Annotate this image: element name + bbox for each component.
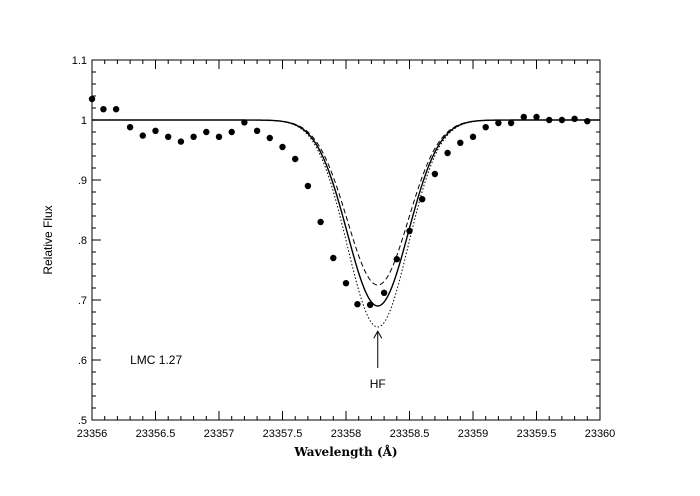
annotations: LMC 1.27 HF <box>130 330 386 391</box>
data-point <box>507 119 515 127</box>
data-point <box>366 301 374 308</box>
object-label: LMC 1.27 <box>130 353 182 367</box>
x-tick-label: 23359.5 <box>517 428 557 440</box>
data-point <box>152 127 159 134</box>
data-point <box>457 139 464 146</box>
data-point <box>241 119 248 126</box>
data-point <box>584 118 591 125</box>
data-point <box>228 128 235 136</box>
x-tick-label: 23360 <box>585 428 616 440</box>
data-point <box>304 182 312 190</box>
y-tick-label: .6 <box>78 355 87 367</box>
data-point <box>330 254 337 262</box>
data-point <box>354 301 361 308</box>
data-point <box>165 133 172 140</box>
x-tick-label: 23359 <box>458 428 489 440</box>
hf-arrow-head <box>373 330 383 339</box>
data-point <box>533 113 540 121</box>
y-tick-label: 1.1 <box>72 55 87 67</box>
data-point <box>393 256 400 263</box>
data-point <box>431 170 439 178</box>
x-axis-title: Wavelength (Å) <box>293 444 397 459</box>
data-point <box>100 106 107 113</box>
data-point <box>139 132 146 139</box>
y-tick-label: .5 <box>78 415 87 427</box>
data-point <box>469 133 477 140</box>
x-tick-label: 23357 <box>204 428 235 440</box>
y-tick-label: .9 <box>78 175 87 187</box>
data-point <box>253 127 261 134</box>
data-point <box>292 155 299 163</box>
data-point <box>317 218 324 226</box>
model-curve-dashed <box>92 119 600 286</box>
data-point <box>177 138 185 145</box>
data-point <box>482 124 489 131</box>
x-tick-label: 23356 <box>77 428 108 440</box>
data-point <box>520 113 527 121</box>
data-point <box>546 116 553 124</box>
data-point <box>190 133 197 140</box>
y-axis-title: Relative Flux <box>41 205 55 274</box>
data-point <box>571 115 578 123</box>
y-axis-ticks: .5 .6 .7 .8 .9 1 1.1 <box>72 55 600 427</box>
x-tick-label: 23357.5 <box>263 428 303 440</box>
data-point <box>279 143 286 151</box>
y-tick-label: .8 <box>78 235 87 247</box>
data-point <box>266 134 273 142</box>
x-axis-ticks: 23356 23356.5 23357 23357.5 23358 23358.5 2335… <box>77 60 616 440</box>
data-point <box>495 119 502 127</box>
data-point <box>215 133 223 140</box>
model-curve-solid <box>92 119 600 307</box>
x-tick-label: 23358.5 <box>390 428 430 440</box>
data-point <box>380 289 388 296</box>
data-point <box>88 95 96 103</box>
data-point <box>126 124 134 131</box>
x-tick-label: 23356.5 <box>136 428 176 440</box>
data-point <box>342 280 350 287</box>
data-point <box>406 227 413 235</box>
data-point <box>112 106 120 113</box>
x-tick-label: 23358 <box>331 428 362 440</box>
y-tick-label: 1 <box>81 115 87 127</box>
model-curves <box>92 119 600 328</box>
data-point <box>203 128 210 136</box>
model-curve-dotted <box>92 119 600 328</box>
data-point <box>558 116 566 124</box>
data-point <box>419 196 426 203</box>
hf-label: HF <box>370 377 386 391</box>
observed-points <box>88 95 591 308</box>
data-point <box>444 149 451 157</box>
y-tick-label: .7 <box>78 295 87 307</box>
